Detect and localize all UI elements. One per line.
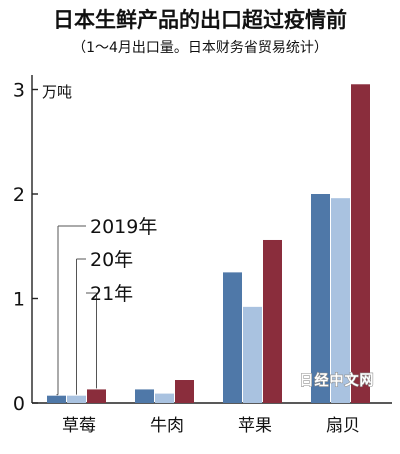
legend-label-2: 21年: [90, 283, 133, 305]
bars-layer: [47, 84, 370, 404]
watermark-logo: 日经中文网: [300, 372, 375, 389]
y-tick-label: 1: [13, 289, 25, 311]
bar-1-3: [331, 198, 350, 403]
y-tick-label: 0: [13, 393, 25, 415]
bar-0-3: [311, 194, 330, 403]
bar-1-1: [155, 393, 174, 403]
bar-0-1: [135, 389, 154, 403]
x-category-label: 牛肉: [150, 416, 184, 436]
legend-layer: 2019年 20年 21年: [56, 216, 157, 396]
bar-0-0: [47, 395, 66, 403]
y-axis-unit-label: 万吨: [42, 83, 72, 101]
bar-0-2: [223, 272, 242, 403]
bar-1-2: [243, 306, 262, 403]
bar-2-3: [351, 84, 370, 404]
bar-2-0: [87, 389, 106, 403]
bar-2-2: [263, 239, 282, 403]
chart-subtitle: （1～4月出口量。日本财务省贸易统计）: [72, 40, 328, 56]
bar-2-1: [175, 380, 194, 403]
y-tick-label: 3: [13, 80, 25, 102]
x-category-label: 苹果: [238, 416, 272, 436]
chart-title: 日本生鲜产品的出口超过疫情前: [53, 8, 347, 32]
bar-1-0: [67, 395, 86, 403]
x-category-label: 扇贝: [326, 416, 360, 436]
x-category-label: 草莓: [62, 416, 96, 436]
y-tick-label: 2: [13, 184, 25, 206]
legend-label-0: 2019年: [90, 216, 157, 238]
legend-label-1: 20年: [90, 249, 133, 271]
